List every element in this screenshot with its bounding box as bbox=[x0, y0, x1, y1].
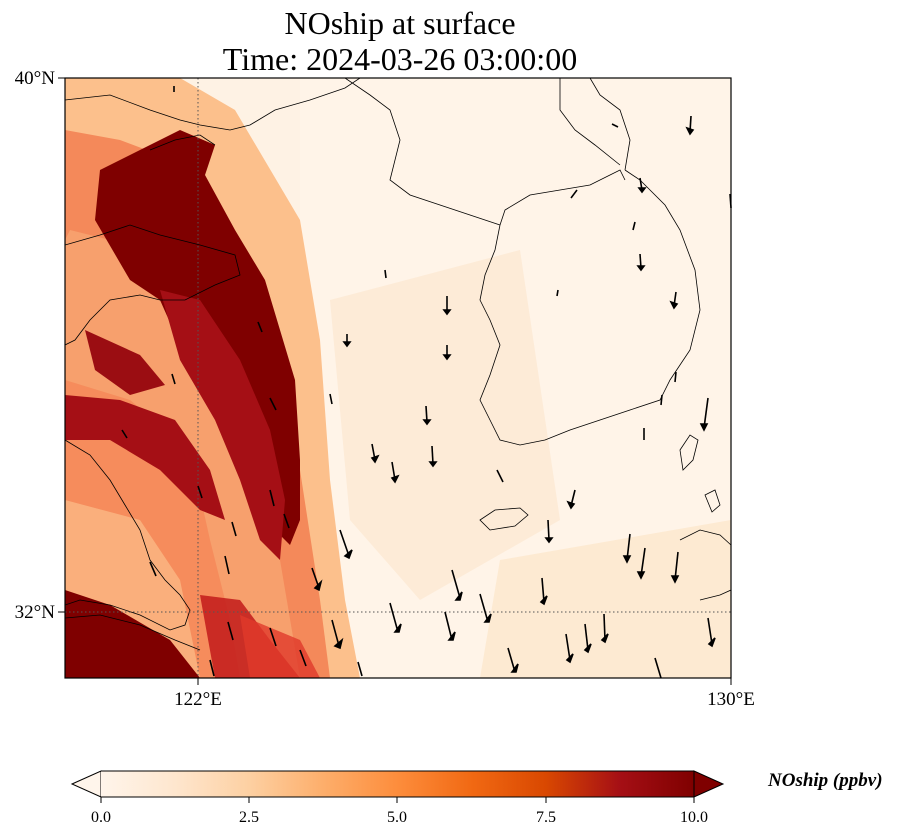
wind-vectors bbox=[121, 86, 732, 679]
colorbar-tick-7.5: 7.5 bbox=[536, 809, 556, 826]
axis-ticks bbox=[58, 77, 732, 685]
colorbar: 0.0 2.5 5.0 7.5 10.0 bbox=[70, 770, 725, 826]
colorbar-tick-5: 5.0 bbox=[387, 809, 407, 826]
map-frame bbox=[64, 77, 732, 679]
colorbar-extend-max bbox=[693, 770, 725, 798]
lat-tick-label-40: 40°N bbox=[15, 68, 56, 89]
colorbar-tick-0: 0.0 bbox=[91, 809, 111, 826]
plot-title-line2: Time: 2024-03-26 03:00:00 bbox=[222, 41, 578, 77]
lon-tick-label-122: 122°E bbox=[174, 689, 222, 710]
gridlines bbox=[65, 78, 731, 678]
coastlines bbox=[65, 78, 731, 651]
lon-tick-label-130: 130°E bbox=[707, 689, 755, 710]
plot-title-line1: NOship at surface bbox=[284, 5, 516, 41]
colorbar-tick-10: 10.0 bbox=[680, 809, 708, 826]
concentration-field bbox=[65, 78, 731, 678]
colorbar-label: NOship (ppbv) bbox=[768, 770, 883, 791]
colorbar-extend-min bbox=[70, 770, 102, 798]
lat-tick-label-32: 32°N bbox=[15, 602, 56, 623]
colorbar-tick-2.5: 2.5 bbox=[239, 809, 259, 826]
colorbar-gradient bbox=[101, 771, 694, 797]
